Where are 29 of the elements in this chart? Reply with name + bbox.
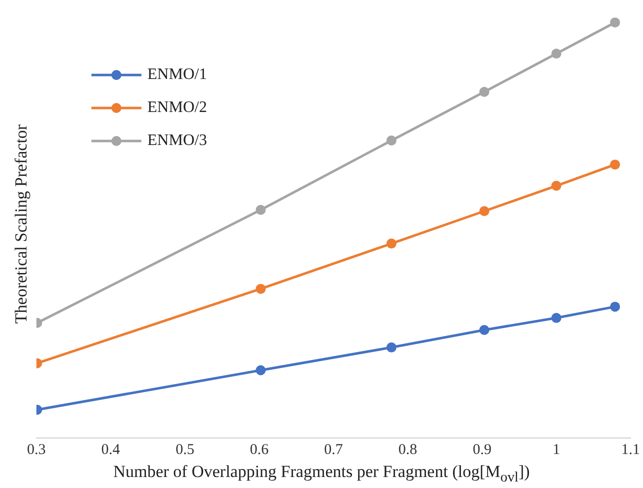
x-tick-label: 0.9 (472, 442, 492, 458)
legend-label: ENMO/2 (147, 99, 207, 116)
x-tick-label: 0.4 (101, 442, 121, 458)
x-axis-title: Number of Overlapping Fragments per Fragment (log[M$_{ovl}$]) (112, 462, 531, 486)
x-tick-label: 0.3 (27, 442, 46, 458)
point (610, 17, 620, 28)
x-tick-label: 0.6 (250, 442, 270, 458)
x-tick-label: 0.5 (176, 442, 194, 458)
point (551, 312, 562, 323)
point (256, 365, 266, 376)
point (479, 324, 490, 335)
x-tick-label: 1.1 (621, 442, 640, 458)
point (551, 180, 562, 191)
x-tick-label: 0.7 (324, 442, 344, 458)
point (256, 284, 266, 294)
point (386, 135, 396, 146)
point (479, 206, 490, 216)
point (610, 160, 620, 170)
legend-label: ENMO/3 (147, 132, 207, 150)
point (610, 302, 620, 312)
x-tick-label: 0.8 (398, 442, 418, 458)
point (256, 204, 266, 215)
point (386, 342, 396, 352)
point (386, 238, 396, 249)
legend-label: ENMO/1 (147, 66, 207, 84)
point (479, 86, 490, 97)
point (551, 48, 562, 59)
x-tick-label: 1 (552, 442, 560, 458)
y-axis-title: Theoretical Scaling Prefactor (12, 124, 31, 324)
